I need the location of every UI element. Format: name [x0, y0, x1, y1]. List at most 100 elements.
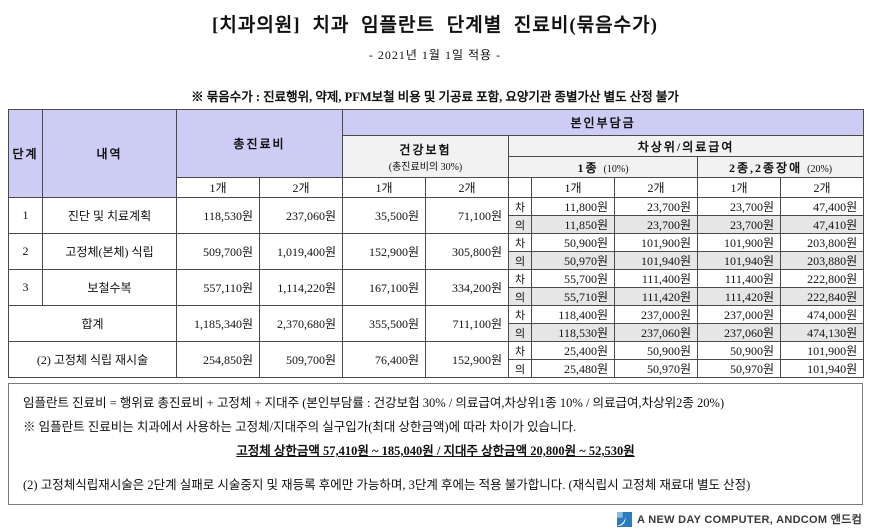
note-disclaimer: ※ 임플란트 진료비는 치과에서 사용하는 고정체/지대주의 실구입가(최대 상… [23, 420, 577, 434]
detail-cell: 고정체(본체) 식립 [42, 233, 177, 270]
total-2-cell: 237,060원 [258, 197, 344, 234]
type1-2-cell: 111,400원 [614, 269, 699, 288]
type2-2-cell: 203,880원 [780, 251, 865, 270]
unit-header-ins-1: 1개 [342, 177, 427, 198]
stage-cell: 2 [8, 233, 43, 270]
type1-1-cell: 118,400원 [531, 305, 616, 324]
insurance-2-cell: 71,100원 [425, 197, 510, 234]
insurance-1-cell: 76,400원 [342, 341, 427, 378]
type1-1-cell: 25,480원 [531, 359, 616, 378]
company-name: A NEW DAY COMPUTER, ANDCOM 앤드컴 [637, 514, 862, 526]
type2-2-cell: 101,900원 [780, 341, 865, 360]
row-stage2-cha: 2 고정체(본체) 식립 509,700원 1,019,400원 152,900… [8, 233, 865, 270]
type2-1-cell: 50,900원 [697, 341, 782, 360]
unit-header-type2-1: 1개 [697, 177, 782, 198]
total-2-cell: 1,019,400원 [258, 233, 344, 270]
health-insurance-label: 건강보험 [399, 142, 452, 157]
note-formula: 임플란트 진료비 = 행위료 총진료비 + 고정체 + 지대주 (본인부담률 :… [23, 396, 725, 410]
aid-type1-label: 1종 [577, 160, 599, 175]
type2-2-cell: 47,400원 [780, 197, 865, 216]
cha-label: 차 [508, 233, 533, 252]
type1-1-cell: 118,530원 [531, 323, 616, 342]
implant-price-table: 단계 내역 총진료비 본인부담금 건강보험 (총진료비의 30%) 차상위/의료… [8, 109, 865, 378]
type2-1-cell: 23,700원 [697, 197, 782, 216]
type2-2-cell: 203,800원 [780, 233, 865, 252]
unit-header-total-1: 1개 [176, 177, 260, 198]
insurance-2-cell: 711,100원 [425, 305, 510, 342]
total-row-label: 합계 [8, 305, 177, 342]
insurance-1-cell: 35,500원 [342, 197, 427, 234]
unit-header-total-2: 2개 [258, 177, 344, 198]
total-1-cell: 1,185,340원 [176, 305, 260, 342]
ui-label: 의 [508, 323, 533, 342]
type1-2-cell: 50,970원 [614, 359, 699, 378]
header-total-cost: 총진료비 [175, 109, 344, 178]
ui-label: 의 [508, 287, 533, 306]
detail-cell: 보철수복 [42, 269, 177, 306]
type1-2-cell: 111,420원 [614, 287, 699, 306]
type2-1-cell: 101,940원 [697, 251, 782, 270]
row-reimplant-ui: 의 25,480원 50,970원 50,970원 101,940원 [9, 359, 865, 378]
type2-1-cell: 101,900원 [697, 233, 782, 252]
type1-2-cell: 23,700원 [614, 215, 699, 234]
aid-type1-rate: (10%) [603, 163, 629, 175]
insurance-2-cell: 334,200원 [425, 269, 510, 306]
row-stage2-ui: 의 50,970원 101,940원 101,940원 203,880원 [9, 251, 865, 270]
type1-2-cell: 23,700원 [614, 197, 699, 216]
cha-label: 차 [508, 197, 533, 216]
header-detail: 내역 [42, 109, 177, 198]
row-stage1-cha: 1 진단 및 치료계획 118,530원 237,060원 35,500원 71… [8, 197, 865, 234]
aid-type2-rate: (20%) [807, 163, 833, 175]
bundle-fee-note: ※ 묶음수가 : 진료행위, 약제, PFM보철 비용 및 기공료 포함, 요양… [191, 90, 679, 104]
row-total-ui: 의 118,530원 237,060원 237,060원 474,130원 [9, 323, 865, 342]
insurance-1-cell: 167,100원 [342, 269, 427, 306]
row-total-cha: 합계 1,185,340원 2,370,680원 355,500원 711,10… [8, 305, 865, 342]
total-2-cell: 2,370,680원 [258, 305, 344, 342]
type1-1-cell: 50,900원 [531, 233, 616, 252]
header-row-units: 1개 2개 1개 2개 1개 2개 1개 2개 [9, 177, 865, 198]
type2-1-cell: 23,700원 [697, 215, 782, 234]
type2-1-cell: 237,060원 [697, 323, 782, 342]
cha-label: 차 [508, 269, 533, 288]
header-row-insurance: 건강보험 (총진료비의 30%) 차상위/의료급여 [9, 135, 865, 178]
ui-label: 의 [508, 215, 533, 234]
total-1-cell: 509,700원 [176, 233, 260, 270]
type1-2-cell: 237,060원 [614, 323, 699, 342]
unit-header-type2-2: 2개 [780, 177, 865, 198]
unit-header-ins-2: 2개 [425, 177, 510, 198]
insurance-1-cell: 355,500원 [342, 305, 427, 342]
footer: A NEW DAY COMPUTER, ANDCOM 앤드컴 [0, 511, 870, 527]
type1-1-cell: 11,850원 [531, 215, 616, 234]
total-1-cell: 557,110원 [176, 269, 260, 306]
effective-date: - 2021년 1월 1일 적용 - [368, 48, 502, 62]
header-health-insurance: 건강보험 (총진료비의 30%) [342, 135, 510, 178]
type1-2-cell: 101,940원 [614, 251, 699, 270]
type2-2-cell: 474,130원 [780, 323, 865, 342]
cha-label: 차 [508, 305, 533, 324]
header-medical-aid: 차상위/의료급여 [508, 135, 865, 157]
header-aid-type2: 2종,2종장애 (20%) [697, 156, 865, 178]
type1-1-cell: 11,800원 [531, 197, 616, 216]
page-title: [치과의원] 치과 임플란트 단계별 진료비(묶음수가) [212, 15, 658, 36]
type2-2-cell: 474,000원 [780, 305, 865, 324]
type2-1-cell: 50,970원 [697, 359, 782, 378]
row-stage3-cha: 3 보철수복 557,110원 1,114,220원 167,100원 334,… [8, 269, 865, 306]
insurance-1-cell: 152,900원 [342, 233, 427, 270]
stage-cell: 3 [8, 269, 43, 306]
type2-1-cell: 111,420원 [697, 287, 782, 306]
type2-1-cell: 237,000원 [697, 305, 782, 324]
row-stage3-ui: 의 55,710원 111,420원 111,420원 222,840원 [9, 287, 865, 306]
type2-2-cell: 222,800원 [780, 269, 865, 288]
detail-cell: 진단 및 치료계획 [42, 197, 177, 234]
row-stage1-ui: 의 11,850원 23,700원 23,700원 47,410원 [9, 215, 865, 234]
type1-1-cell: 25,400원 [531, 341, 616, 360]
insurance-2-cell: 305,800원 [425, 233, 510, 270]
header-row-aid-types: 1종 (10%) 2종,2종장애 (20%) [9, 156, 865, 178]
type1-1-cell: 55,710원 [531, 287, 616, 306]
ui-label: 의 [508, 359, 533, 378]
row-reimplant-cha: (2) 고정체 식립 재시술 254,850원 509,700원 76,400원… [8, 341, 865, 378]
type2-1-cell: 111,400원 [697, 269, 782, 288]
header-stage: 단계 [8, 109, 43, 198]
reimplant-row-label: (2) 고정체 식립 재시술 [8, 341, 177, 378]
aid-type2-label: 2종,2종장애 [728, 160, 803, 175]
